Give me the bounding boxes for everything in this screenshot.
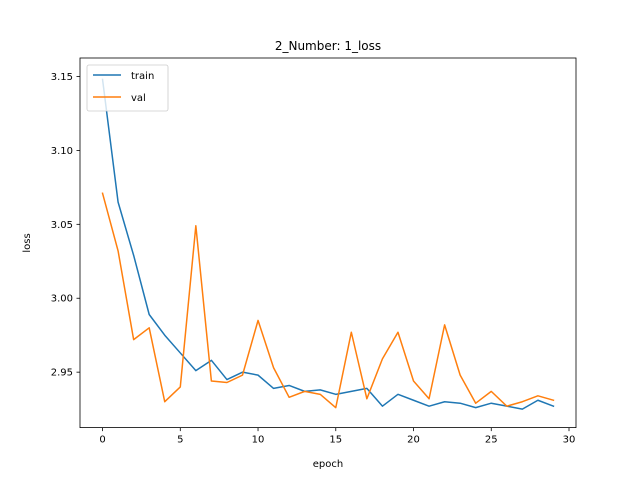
series-layer (101, 78, 555, 410)
series-line-train (101, 78, 555, 410)
plot-frame (79, 57, 577, 429)
x-tick-label: 0 (99, 435, 105, 446)
y-tick-label: 2.95 (51, 368, 73, 379)
x-tick-label: 5 (177, 435, 183, 446)
x-axis: 0 5 10 15 20 25 30 (99, 427, 576, 446)
x-tick-label: 15 (329, 435, 342, 446)
chart-title: 2_Number: 1_loss (275, 39, 381, 53)
x-tick-label: 25 (485, 435, 498, 446)
series-line-val (101, 192, 555, 409)
legend-label-val: val (131, 93, 146, 104)
y-tick-label: 3.05 (51, 220, 73, 231)
legend: train val (86, 64, 169, 112)
y-axis-label: loss (22, 233, 33, 252)
x-axis-label: epoch (313, 459, 343, 470)
x-tick-label: 20 (407, 435, 420, 446)
x-tick-label: 10 (252, 435, 265, 446)
y-tick-label: 3.10 (51, 146, 73, 157)
legend-box (86, 64, 169, 112)
y-axis: 2.95 3.00 3.05 3.10 3.15 (51, 72, 80, 379)
x-tick-label: 30 (563, 435, 576, 446)
y-tick-label: 3.00 (51, 294, 73, 305)
y-tick-label: 3.15 (51, 72, 73, 83)
legend-label-train: train (131, 71, 154, 82)
